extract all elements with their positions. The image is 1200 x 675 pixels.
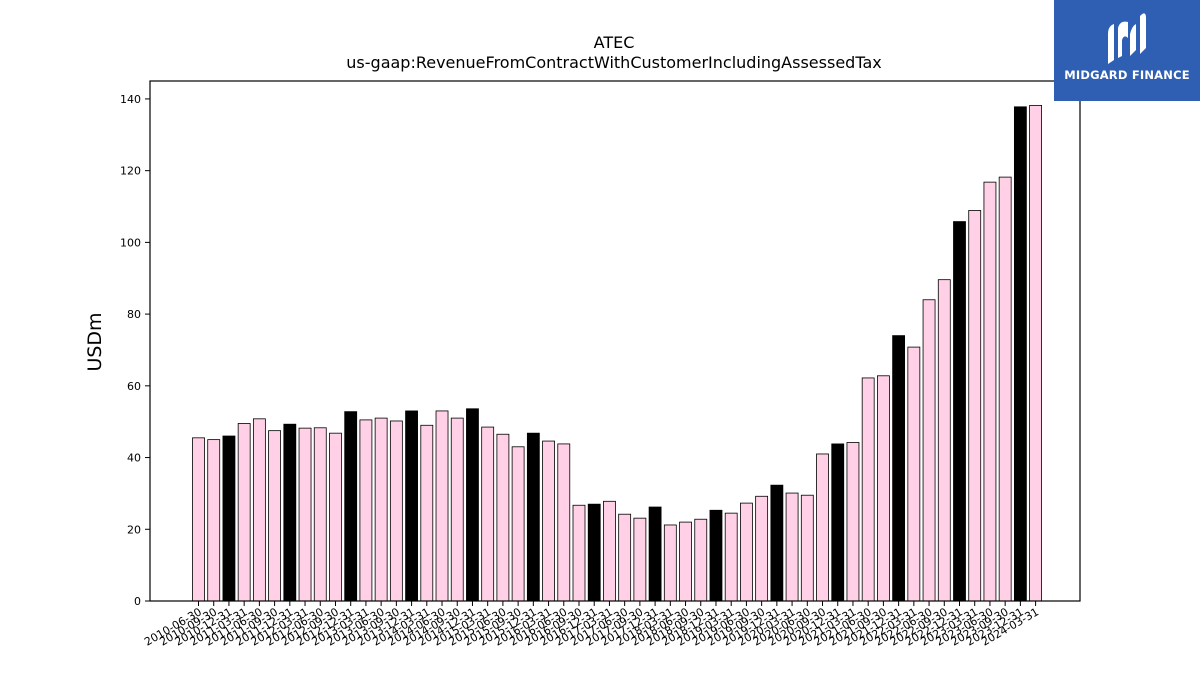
bar (800, 494, 814, 602)
bar (268, 430, 282, 602)
bar (359, 419, 373, 602)
bar (937, 279, 951, 602)
bar (222, 435, 236, 602)
y-tick-label: 40 (127, 452, 141, 465)
bar (907, 346, 921, 602)
bar (313, 427, 327, 602)
bar (831, 443, 845, 602)
bar (983, 181, 997, 602)
y-tick-label: 80 (127, 308, 141, 321)
y-tick-label: 120 (120, 165, 141, 178)
bar (724, 512, 738, 602)
bar (603, 500, 616, 602)
bar (861, 377, 875, 602)
bar (207, 439, 221, 602)
bar (953, 221, 966, 602)
bar (740, 502, 753, 602)
bar (374, 417, 388, 602)
bar (252, 418, 266, 602)
bar (389, 420, 403, 602)
bars-group (192, 104, 1042, 602)
bar (770, 484, 784, 602)
bar (511, 446, 525, 602)
bar (466, 408, 479, 602)
y-tick-label: 20 (127, 523, 141, 536)
chart-title: ATEC (594, 33, 635, 52)
midgard-finance-logo: MIDGARD FINANCE (1054, 0, 1200, 101)
bar (481, 426, 495, 602)
plot-area-frame (149, 80, 1081, 602)
bar (846, 442, 860, 602)
bar (694, 518, 708, 602)
bar (405, 410, 418, 602)
bar (785, 492, 799, 602)
bar (618, 513, 632, 602)
bar (344, 411, 358, 602)
x-axis-ticks: 2010-06-302010-09-302010-12-312011-03-31… (142, 601, 1041, 649)
y-axis-label: USDm (84, 312, 106, 371)
bar (633, 517, 647, 602)
bar (329, 432, 342, 602)
bar (298, 427, 312, 602)
bar (1013, 106, 1027, 602)
bar (998, 176, 1012, 602)
y-tick-label: 100 (120, 236, 141, 249)
y-tick-label: 140 (120, 93, 141, 106)
midgard-logo-icon (1108, 13, 1146, 64)
bar (283, 423, 297, 602)
bar (557, 443, 571, 602)
bar (496, 433, 510, 602)
bar (816, 453, 829, 602)
bar (420, 424, 434, 602)
bar (922, 299, 936, 602)
chart-subtitle: us-gaap:RevenueFromContractWithCustomerI… (346, 53, 881, 72)
bar (450, 417, 464, 602)
bar (877, 375, 890, 602)
bar (587, 503, 601, 602)
bar (968, 210, 982, 602)
bar (435, 410, 449, 602)
y-axis-ticks: 0 20 40 60 80 100 120 140 (120, 93, 150, 608)
bar (1029, 104, 1042, 602)
bar (755, 495, 769, 602)
bar (709, 509, 723, 602)
bar (892, 335, 906, 602)
logo-wordmark: MIDGARD FINANCE (1064, 68, 1190, 82)
bar (542, 440, 555, 602)
bar (237, 423, 251, 602)
bar (192, 437, 205, 602)
bar (572, 504, 586, 602)
y-tick-label: 60 (127, 380, 141, 393)
bar (663, 524, 677, 602)
bar (679, 521, 692, 602)
bar (526, 432, 540, 602)
y-tick-label: 0 (134, 595, 141, 608)
bar (648, 506, 662, 602)
